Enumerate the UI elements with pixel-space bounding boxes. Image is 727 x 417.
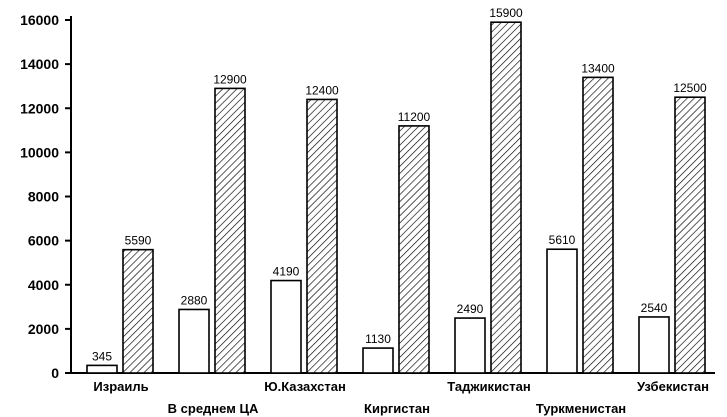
x-category-label: Таджикистан: [447, 379, 530, 394]
bar-series-2-hatched: [214, 87, 246, 374]
data-label: 5590: [125, 234, 152, 248]
data-label: 13400: [581, 61, 615, 75]
y-tick-label: 0: [51, 365, 59, 381]
bar-series-2-hatched: [306, 98, 338, 374]
data-label: 11200: [398, 110, 431, 124]
bar-series-2-hatched: [122, 248, 154, 374]
data-label: 5610: [549, 233, 576, 247]
data-label: 345: [92, 349, 112, 363]
y-tick-label: 4000: [28, 277, 59, 293]
bar-series-1: [454, 317, 486, 374]
y-tick-label: 12000: [20, 100, 59, 116]
bar-series-1: [178, 308, 210, 374]
data-label: 12400: [305, 83, 339, 97]
y-tick-label: 14000: [20, 56, 59, 72]
bar-series-2-hatched: [674, 96, 706, 374]
data-label: 15900: [489, 6, 523, 20]
data-label: 2880: [181, 293, 208, 307]
data-label: 4190: [273, 265, 300, 279]
bar-series-2-hatched: [582, 76, 614, 374]
y-tick-label: 10000: [20, 144, 59, 160]
x-category-label: Киргистан: [364, 401, 430, 416]
bar-series-1: [270, 279, 302, 374]
y-tick-label: 6000: [28, 233, 59, 249]
bar-series-1: [546, 248, 578, 374]
bar-series-1: [86, 364, 118, 374]
data-label: 12900: [213, 72, 247, 86]
data-label: 1130: [365, 332, 391, 346]
chart-bars: [86, 21, 706, 374]
y-tick-label: 2000: [28, 321, 59, 337]
bar-series-1: [362, 347, 394, 374]
x-category-label: Ю.Казахстан: [264, 379, 346, 394]
bar-series-2-hatched: [490, 21, 522, 374]
data-label: 2540: [641, 301, 668, 315]
x-category-label: Узбекистан: [637, 379, 709, 394]
data-label: 12500: [673, 81, 707, 95]
x-category-label: В среднем ЦА: [168, 401, 259, 416]
chart-axes: 0 2000 4000 6000 8000 10000 12000 14000 16000: [20, 12, 715, 381]
data-label: 2490: [457, 302, 484, 316]
y-tick-label: 16000: [20, 12, 59, 28]
x-category-label: Туркменистан: [536, 401, 626, 416]
chart-labels: 345 5590 Израиль 2880 12900 В среднем ЦА 4190 1…: [92, 6, 709, 416]
bar-series-1: [638, 316, 670, 374]
y-tick-label: 8000: [28, 189, 59, 205]
x-category-label: Израиль: [93, 379, 148, 394]
bar-series-2-hatched: [398, 125, 430, 374]
